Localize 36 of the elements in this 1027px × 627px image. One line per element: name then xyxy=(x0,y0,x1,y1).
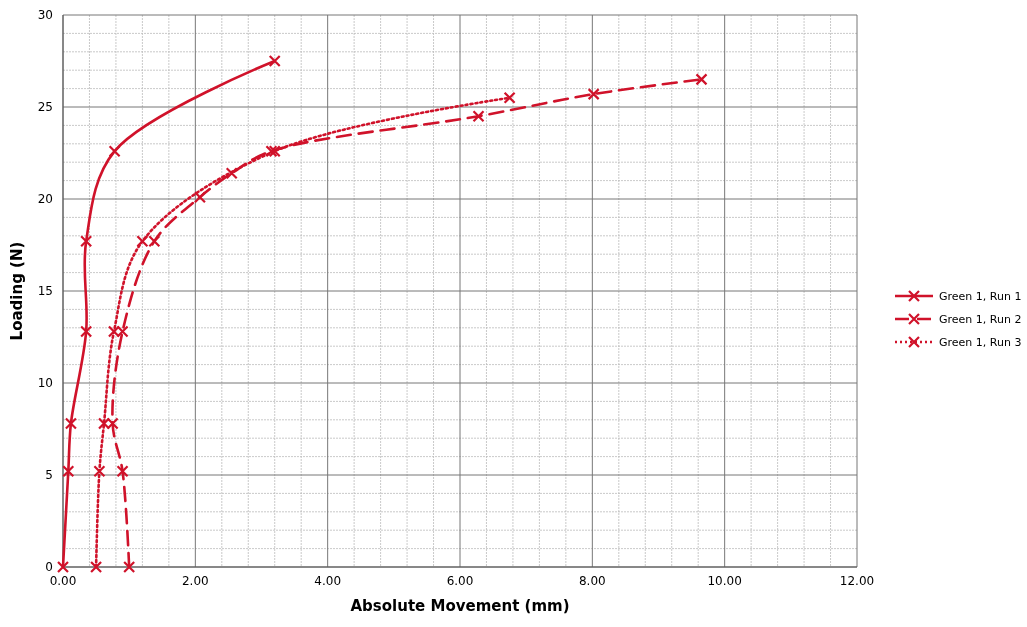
y-tick-label: 10 xyxy=(37,376,53,390)
point xyxy=(503,91,516,104)
x-tick-label: 0.00 xyxy=(49,574,77,588)
point xyxy=(89,560,103,574)
y-tick-label: 15 xyxy=(37,284,53,298)
y-tick-label: 20 xyxy=(37,192,53,206)
point xyxy=(123,560,136,574)
point xyxy=(268,54,281,68)
legend-label: Green 1, Run 1 xyxy=(939,290,1022,303)
x-tick-label: 10.00 xyxy=(707,574,742,588)
y-axis-title: Loading (N) xyxy=(8,241,26,341)
legend-label: Green 1, Run 3 xyxy=(939,336,1022,349)
x-axis-title: Absolute Movement (mm) xyxy=(350,597,570,615)
x-tick-label: 12.00 xyxy=(839,574,875,588)
x-tick-label: 2.00 xyxy=(181,574,209,588)
point xyxy=(80,325,93,338)
point xyxy=(225,167,238,180)
y-tick-label: 25 xyxy=(37,100,53,114)
legend-label: Green 1, Run 2 xyxy=(939,313,1022,326)
point xyxy=(695,73,708,86)
x-tick-label: 8.00 xyxy=(578,574,606,588)
point xyxy=(80,235,93,248)
point xyxy=(108,145,121,158)
point xyxy=(587,88,600,101)
y-tick-label: 5 xyxy=(45,468,53,482)
point xyxy=(472,110,485,123)
y-tick-label: 0 xyxy=(45,560,53,574)
y-tick-label: 30 xyxy=(37,8,53,22)
point xyxy=(56,560,70,574)
point xyxy=(193,191,207,204)
point xyxy=(93,465,106,478)
point xyxy=(62,465,75,478)
x-tick-label: 4.00 xyxy=(314,574,342,588)
x-tick-label: 6.00 xyxy=(446,574,474,588)
point xyxy=(64,417,78,430)
point xyxy=(116,465,129,478)
